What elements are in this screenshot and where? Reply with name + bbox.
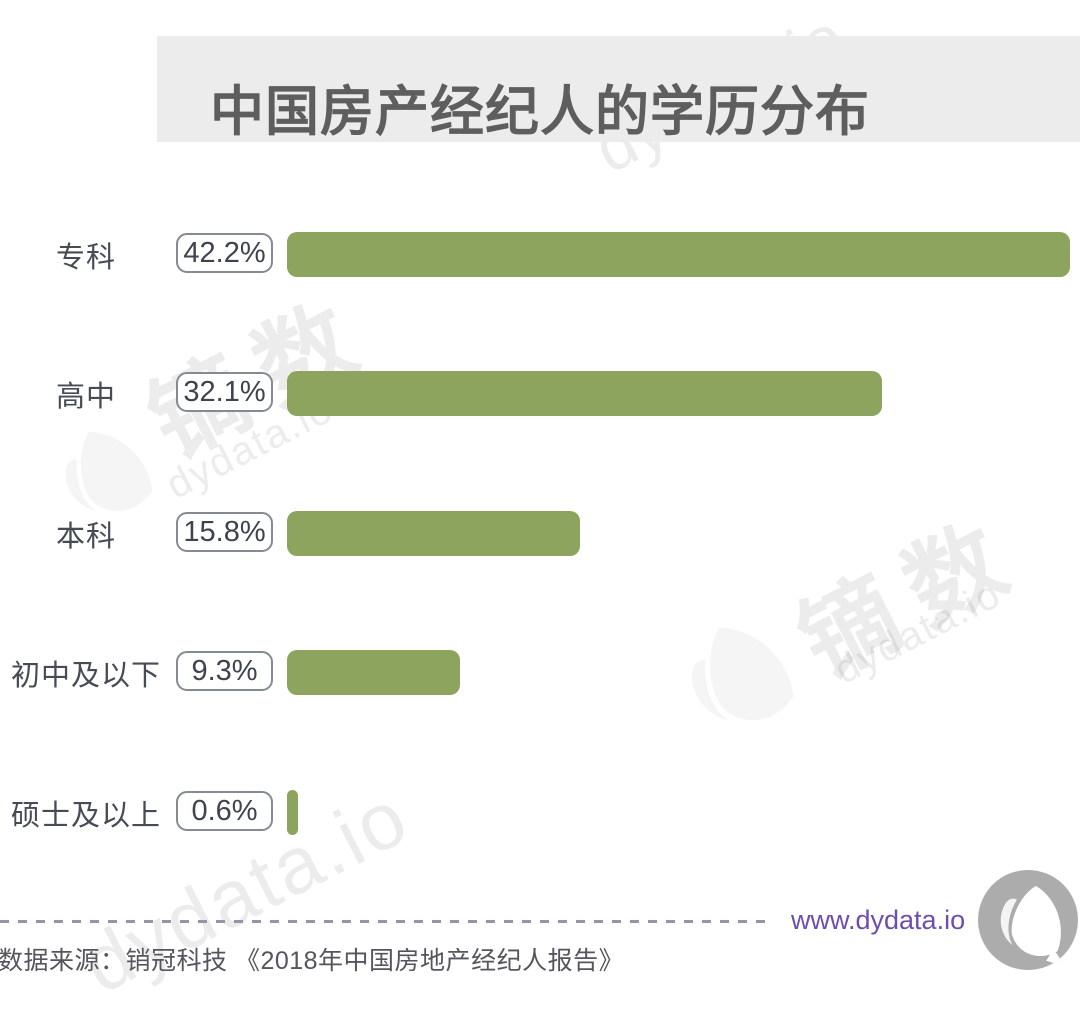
bar: [287, 790, 298, 835]
website-link[interactable]: www.dydata.io: [791, 905, 966, 935]
value-text: 32.1%: [183, 375, 266, 408]
dashed-divider: [0, 920, 770, 923]
chart-row-shuoshi: 硕士及以上 0.6%: [0, 790, 1080, 835]
dydata-logo-badge: [978, 870, 1078, 970]
bar-chart: 专科 42.2% 高中 32.1% 本科 15.8% 初中及以下 9.3% 硕士…: [0, 232, 1080, 835]
chart-row-zhuanke: 专科 42.2%: [0, 232, 1080, 277]
bar: [287, 650, 460, 695]
category-label: 硕士及以上: [10, 799, 161, 832]
dydata-feather-icon: [1000, 885, 1063, 966]
chart-row-chuzhong: 初中及以下 9.3%: [0, 650, 1080, 695]
value-badge: 15.8%: [176, 512, 273, 552]
bar: [287, 232, 1070, 277]
category-label: 高中: [55, 380, 116, 413]
category-label: 专科: [55, 241, 116, 274]
value-text: 0.6%: [191, 794, 258, 827]
category-label: 本科: [55, 520, 116, 553]
bar: [287, 511, 580, 556]
chart-row-gaozhong: 高中 32.1%: [0, 371, 1080, 416]
value-text: 15.8%: [183, 515, 266, 548]
page-title: 中国房产经纪人的学历分布: [210, 81, 870, 142]
value-text: 9.3%: [191, 654, 258, 687]
bar: [287, 371, 882, 416]
value-badge: 32.1%: [176, 372, 273, 412]
title-band: [157, 36, 1080, 142]
value-text: 42.2%: [183, 236, 266, 269]
value-badge: 0.6%: [176, 791, 273, 831]
data-source: 数据来源：销冠科技 《2018年中国房地产经纪人报告》: [0, 947, 625, 975]
value-badge: 42.2%: [176, 233, 273, 273]
value-badge: 9.3%: [176, 651, 273, 691]
category-label: 初中及以下: [10, 659, 161, 692]
chart-row-benke: 本科 15.8%: [0, 511, 1080, 556]
